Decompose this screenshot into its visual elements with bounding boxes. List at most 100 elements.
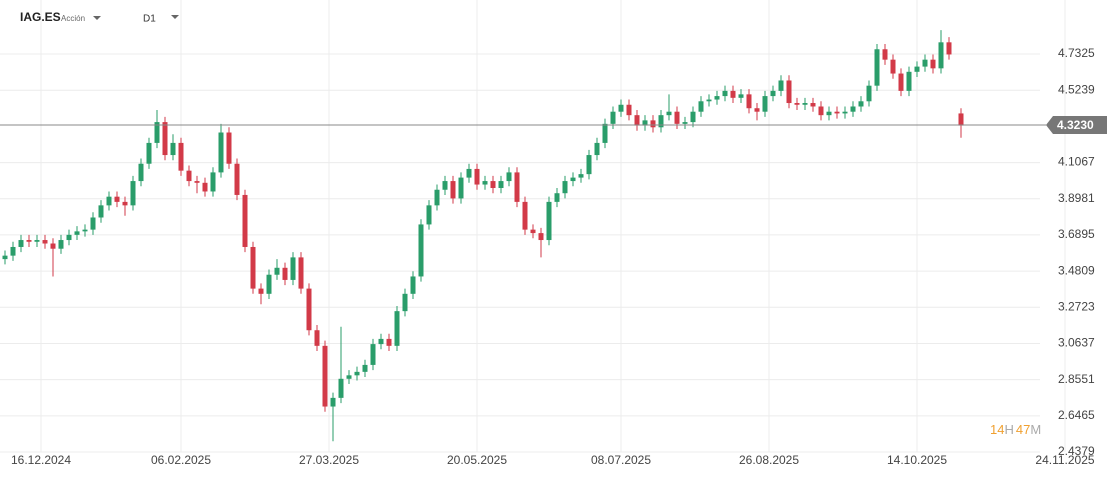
candle-body bbox=[562, 181, 568, 194]
candle-body bbox=[18, 240, 24, 247]
candle-body bbox=[354, 371, 360, 376]
candle-body bbox=[826, 111, 832, 116]
y-tick-label: 3.2723 bbox=[1058, 299, 1095, 313]
timeframe[interactable]: D1 bbox=[143, 14, 156, 25]
candle-body bbox=[698, 101, 704, 112]
candle-body bbox=[74, 231, 80, 235]
candle-body bbox=[618, 104, 624, 112]
candle-body bbox=[106, 196, 112, 206]
candle-body bbox=[122, 201, 128, 206]
candle-body bbox=[90, 217, 96, 230]
candle-body bbox=[442, 181, 448, 190]
candle-body bbox=[946, 42, 952, 55]
candle-body bbox=[410, 276, 416, 294]
candle-body bbox=[466, 168, 472, 178]
candle-body bbox=[314, 330, 320, 346]
candle-body bbox=[738, 94, 744, 98]
candle-body bbox=[666, 111, 672, 116]
candle-body bbox=[858, 101, 864, 107]
candle-body bbox=[66, 234, 72, 241]
candle-body bbox=[218, 132, 224, 173]
countdown-unit: H bbox=[1004, 422, 1013, 437]
candle-body bbox=[498, 181, 504, 189]
x-tick-label: 26.08.2025 bbox=[739, 453, 799, 467]
candle-body bbox=[138, 163, 144, 182]
candle-body bbox=[346, 375, 352, 379]
candle-body bbox=[874, 49, 880, 86]
candle-body bbox=[594, 142, 600, 156]
candle-body bbox=[154, 122, 160, 143]
instrument-kind: Acción bbox=[61, 14, 85, 23]
y-tick-label: 2.4379 bbox=[1058, 444, 1095, 458]
candle-body bbox=[890, 59, 896, 74]
x-tick-label: 14.10.2025 bbox=[887, 453, 947, 467]
candle-body bbox=[482, 181, 488, 185]
candle-body bbox=[650, 120, 656, 128]
candle-body bbox=[898, 73, 904, 91]
y-tick-label: 4.7325 bbox=[1058, 46, 1095, 60]
candle-body bbox=[474, 168, 480, 185]
candle-body bbox=[130, 181, 136, 206]
x-tick-label: 08.07.2025 bbox=[591, 453, 651, 467]
candle-body bbox=[82, 229, 88, 232]
dropdown-arrow[interactable] bbox=[171, 15, 179, 19]
candle-body bbox=[546, 201, 552, 241]
x-tick-label: 24.11.2025 bbox=[1035, 453, 1094, 467]
candle-body bbox=[490, 181, 496, 189]
candle-body bbox=[514, 172, 520, 202]
candle-body bbox=[194, 181, 200, 183]
countdown-minutes: 47 bbox=[1016, 422, 1030, 437]
candle-body bbox=[602, 123, 608, 143]
y-tick-label: 4.1067 bbox=[1058, 155, 1095, 169]
candle-body bbox=[394, 311, 400, 346]
candle-body bbox=[958, 113, 964, 126]
symbol[interactable]: IAG.ES bbox=[20, 10, 61, 24]
candle-body bbox=[746, 94, 752, 109]
candle-body bbox=[914, 66, 920, 72]
candle-body bbox=[250, 246, 256, 289]
candle-body bbox=[818, 106, 824, 116]
candle-body bbox=[426, 205, 432, 225]
candle-body bbox=[626, 104, 632, 116]
y-tick-label: 3.0637 bbox=[1058, 336, 1095, 350]
candle-body bbox=[34, 240, 40, 242]
candle-body bbox=[170, 142, 176, 156]
candle-body bbox=[634, 115, 640, 126]
candle-body bbox=[322, 345, 328, 407]
candle-body bbox=[418, 224, 424, 277]
candle-body bbox=[402, 293, 408, 312]
y-tick-label: 3.6895 bbox=[1058, 227, 1095, 241]
candle-body bbox=[850, 106, 856, 112]
candle-body bbox=[274, 267, 280, 275]
candle-body bbox=[706, 99, 712, 102]
candle-body bbox=[778, 80, 784, 91]
dropdown-arrow[interactable] bbox=[93, 16, 101, 20]
candle-body bbox=[754, 108, 760, 112]
candle-body bbox=[690, 111, 696, 123]
candle-body bbox=[266, 274, 272, 294]
candle-body bbox=[522, 201, 528, 230]
y-tick-label: 3.4809 bbox=[1058, 263, 1095, 277]
candle-body bbox=[578, 174, 584, 178]
candle-body bbox=[538, 233, 544, 241]
y-tick-label: 4.5239 bbox=[1058, 82, 1095, 96]
y-tick-label: 3.8981 bbox=[1058, 191, 1095, 205]
x-tick-label: 16.12.2024 bbox=[11, 453, 71, 467]
axis-labels: 2.4379 2.6465 2.8551 3.0637 3.2723 3.4809 3.68… bbox=[11, 46, 1107, 467]
candle-body bbox=[162, 122, 168, 156]
candle-body bbox=[722, 90, 728, 97]
candle-body bbox=[642, 120, 648, 126]
candle-body bbox=[938, 42, 944, 69]
candle-body bbox=[386, 338, 392, 346]
x-tick-label: 27.03.2025 bbox=[299, 453, 359, 467]
candle-body bbox=[178, 142, 184, 171]
candle-body bbox=[258, 288, 264, 294]
candle-body bbox=[882, 49, 888, 60]
candle-body bbox=[210, 172, 216, 192]
candle-body bbox=[98, 205, 104, 218]
candle-body bbox=[762, 96, 768, 112]
candle-body bbox=[2, 255, 8, 260]
candle-body bbox=[146, 142, 152, 164]
candle-body bbox=[906, 71, 912, 91]
candle-body bbox=[554, 193, 560, 202]
